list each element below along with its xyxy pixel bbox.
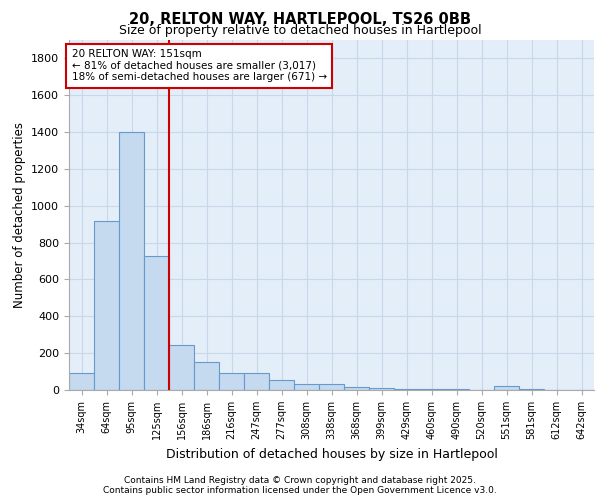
Text: Size of property relative to detached houses in Hartlepool: Size of property relative to detached ho…: [119, 24, 481, 37]
Bar: [244, 374, 269, 390]
Y-axis label: Number of detached properties: Number of detached properties: [13, 122, 26, 308]
Bar: [494, 386, 519, 390]
Bar: [194, 362, 219, 390]
Bar: [444, 389, 469, 390]
Text: 20, RELTON WAY, HARTLEPOOL, TS26 0BB: 20, RELTON WAY, HARTLEPOOL, TS26 0BB: [129, 12, 471, 28]
Bar: [394, 389, 419, 390]
Bar: [294, 384, 319, 390]
Bar: [219, 372, 244, 390]
Text: Contains public sector information licensed under the Open Government Licence v3: Contains public sector information licen…: [103, 486, 497, 495]
Text: 20 RELTON WAY: 151sqm
← 81% of detached houses are smaller (3,017)
18% of semi-d: 20 RELTON WAY: 151sqm ← 81% of detached …: [71, 49, 326, 82]
Bar: [319, 384, 344, 390]
Bar: [94, 220, 119, 390]
Text: Contains HM Land Registry data © Crown copyright and database right 2025.: Contains HM Land Registry data © Crown c…: [124, 476, 476, 485]
Bar: [144, 256, 169, 390]
Bar: [169, 345, 194, 390]
X-axis label: Distribution of detached houses by size in Hartlepool: Distribution of detached houses by size …: [166, 448, 497, 460]
Bar: [69, 374, 94, 390]
Bar: [269, 380, 294, 390]
Bar: [519, 389, 544, 390]
Bar: [119, 132, 144, 390]
Bar: [369, 388, 394, 390]
Bar: [419, 389, 444, 390]
Bar: [344, 387, 369, 390]
